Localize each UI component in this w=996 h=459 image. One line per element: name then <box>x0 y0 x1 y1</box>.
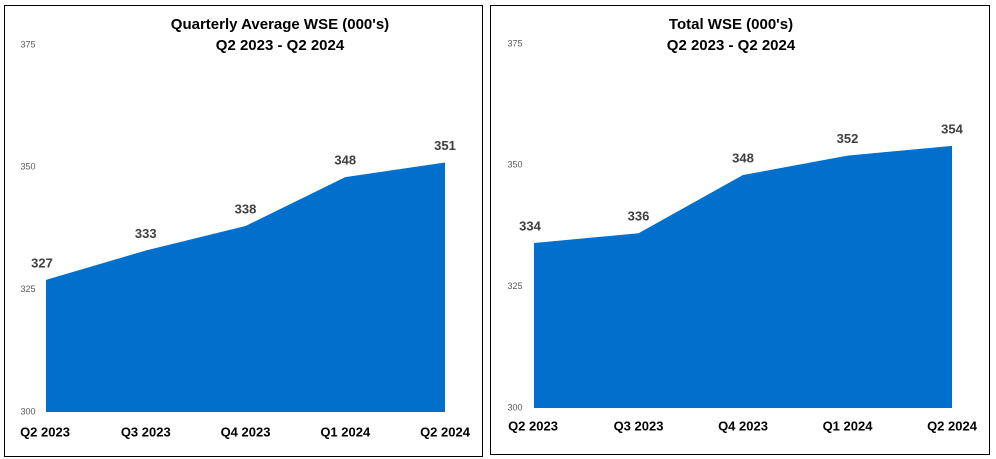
x-tick-label: Q2 2024 <box>927 418 978 433</box>
chart-title: Total WSE (000's) <box>669 16 793 33</box>
x-tick-label: Q2 2023 <box>508 418 558 433</box>
panel-frame <box>4 5 483 457</box>
area <box>46 162 445 412</box>
x-tick-label: Q2 2024 <box>420 424 471 439</box>
data-label: 351 <box>434 138 456 153</box>
x-tick-label: Q1 2024 <box>320 424 371 439</box>
chart-subtitle: Q2 2023 - Q2 2024 <box>667 37 796 54</box>
y-tick-label: 300 <box>20 406 35 416</box>
y-tick-label: 375 <box>20 39 35 49</box>
y-tick-label: 350 <box>20 162 35 172</box>
data-label: 354 <box>941 121 963 136</box>
x-tick-label: Q3 2023 <box>121 424 171 439</box>
x-tick-label: Q4 2023 <box>718 418 768 433</box>
x-tick-label: Q3 2023 <box>614 418 664 433</box>
data-label: 348 <box>732 150 754 165</box>
data-label: 333 <box>135 226 157 241</box>
x-tick-label: Q1 2024 <box>823 418 874 433</box>
chart-title: Quarterly Average WSE (000's) <box>171 16 389 33</box>
data-label: 336 <box>628 209 650 224</box>
y-tick-label: 325 <box>507 281 522 291</box>
data-label: 334 <box>519 218 541 233</box>
chart-subtitle: Q2 2023 - Q2 2024 <box>216 37 345 54</box>
y-tick-label: 300 <box>507 402 522 412</box>
data-label: 348 <box>334 153 356 168</box>
data-label: 327 <box>31 255 53 270</box>
x-tick-label: Q2 2023 <box>20 424 70 439</box>
y-tick-label: 325 <box>20 284 35 294</box>
y-tick-label: 350 <box>507 160 522 170</box>
data-label: 352 <box>837 131 859 146</box>
y-tick-label: 375 <box>507 38 522 48</box>
x-tick-label: Q4 2023 <box>221 424 271 439</box>
area <box>534 145 952 409</box>
data-label: 338 <box>235 201 257 216</box>
panel-frame <box>490 5 990 455</box>
